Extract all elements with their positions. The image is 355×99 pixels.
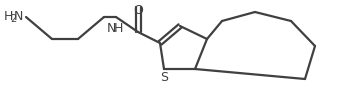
Text: 2: 2 <box>10 13 16 23</box>
Text: S: S <box>160 71 168 84</box>
Text: O: O <box>133 4 143 17</box>
Text: H: H <box>4 10 13 22</box>
Text: N: N <box>107 21 116 34</box>
Text: N: N <box>14 10 23 22</box>
Text: H: H <box>114 21 123 34</box>
